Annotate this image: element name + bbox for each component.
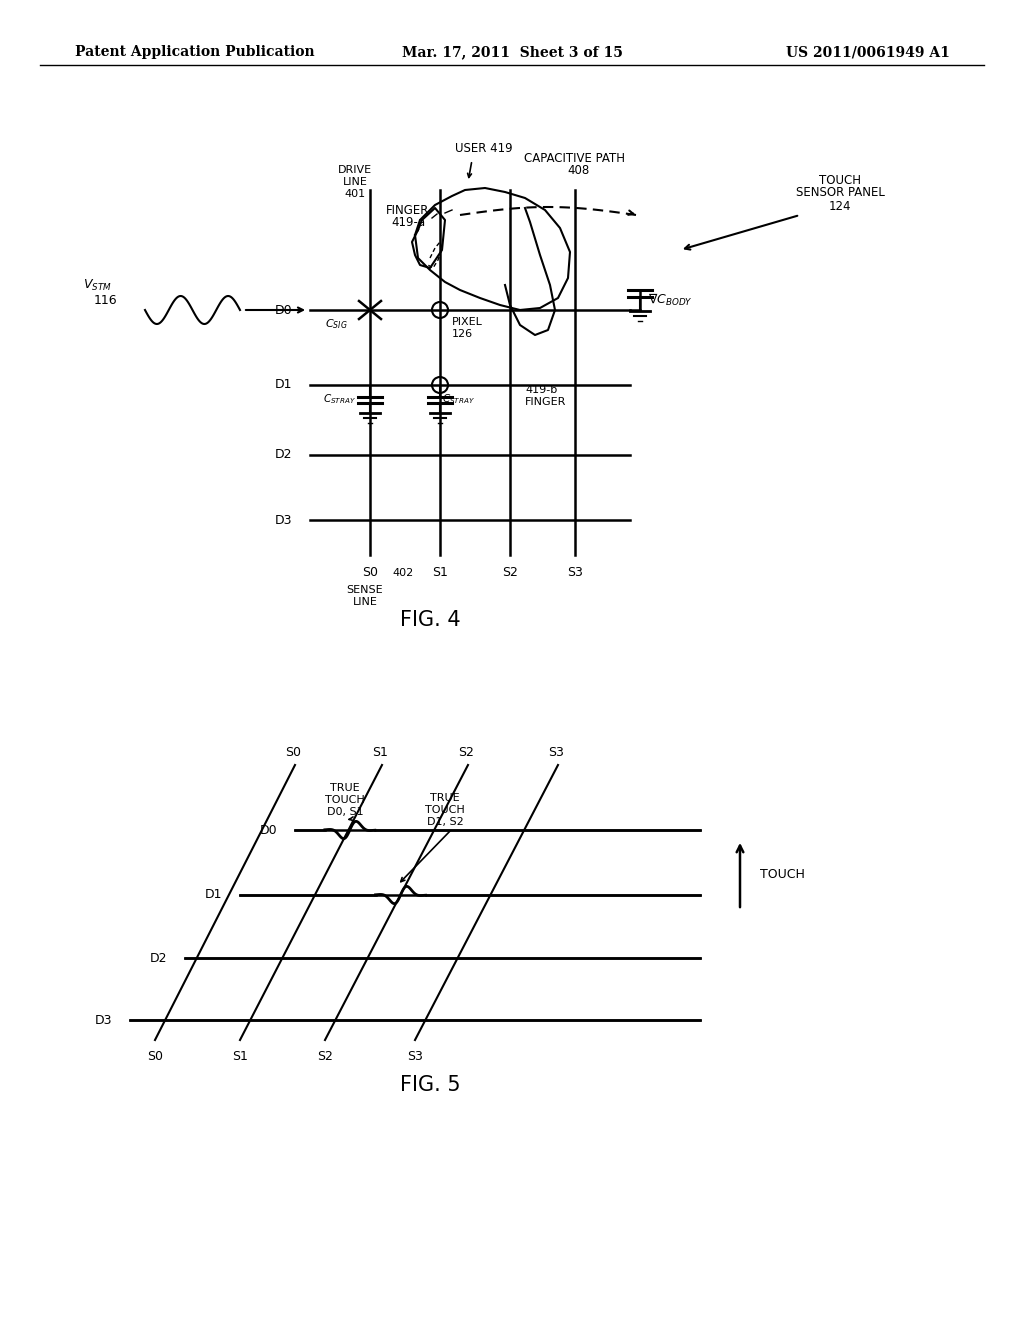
Text: Mar. 17, 2011  Sheet 3 of 15: Mar. 17, 2011 Sheet 3 of 15 (401, 45, 623, 59)
Text: $C_{SIG}$: $C_{SIG}$ (326, 317, 348, 331)
Text: S0: S0 (362, 566, 378, 579)
Text: S1: S1 (372, 746, 388, 759)
Text: TOUCH: TOUCH (760, 869, 805, 882)
Text: 419-b: 419-b (525, 385, 557, 395)
Text: D2: D2 (274, 449, 292, 462)
Text: DRIVE: DRIVE (338, 165, 372, 176)
Text: D1: D1 (274, 379, 292, 392)
Text: SENSE: SENSE (347, 585, 383, 595)
Text: $\nabla C_{BODY}$: $\nabla C_{BODY}$ (648, 292, 692, 308)
Text: TOUCH: TOUCH (326, 795, 365, 805)
Text: TRUE: TRUE (430, 793, 460, 803)
Text: S0: S0 (147, 1051, 163, 1064)
Text: D0: D0 (259, 824, 278, 837)
Text: 402: 402 (392, 568, 414, 578)
Text: D3: D3 (94, 1014, 112, 1027)
Text: CAPACITIVE PATH: CAPACITIVE PATH (524, 152, 626, 165)
Text: PIXEL: PIXEL (452, 317, 483, 327)
Text: D1: D1 (205, 888, 222, 902)
Text: S2: S2 (458, 746, 474, 759)
Text: D1, S2: D1, S2 (427, 817, 464, 828)
Text: S2: S2 (317, 1051, 333, 1064)
Text: $C_{STRAY}$: $C_{STRAY}$ (442, 392, 475, 407)
Text: LINE: LINE (343, 177, 368, 187)
Text: S0: S0 (285, 746, 301, 759)
Text: S3: S3 (408, 1051, 423, 1064)
Text: D0: D0 (274, 304, 292, 317)
Text: FINGER: FINGER (525, 397, 566, 407)
Text: FIG. 4: FIG. 4 (399, 610, 461, 630)
Text: TOUCH: TOUCH (425, 805, 465, 814)
Text: S1: S1 (432, 566, 447, 579)
Text: 116: 116 (93, 293, 117, 306)
Text: FINGER: FINGER (386, 203, 430, 216)
Text: $C_{STRAY}$: $C_{STRAY}$ (323, 392, 356, 407)
Text: $V_{STM}$: $V_{STM}$ (83, 277, 112, 293)
Text: TRUE: TRUE (330, 783, 359, 793)
Text: 419-a: 419-a (391, 215, 425, 228)
Text: D2: D2 (150, 952, 167, 965)
Text: USER 419: USER 419 (455, 141, 513, 154)
Text: SENSOR PANEL: SENSOR PANEL (796, 186, 885, 199)
Text: FIG. 5: FIG. 5 (399, 1074, 461, 1096)
Text: US 2011/0061949 A1: US 2011/0061949 A1 (786, 45, 950, 59)
Text: 401: 401 (344, 189, 366, 199)
Text: D0, S1: D0, S1 (327, 807, 364, 817)
Text: Patent Application Publication: Patent Application Publication (75, 45, 314, 59)
Text: D3: D3 (274, 513, 292, 527)
Text: S3: S3 (567, 566, 583, 579)
Text: 126: 126 (452, 329, 473, 339)
Text: S2: S2 (502, 566, 518, 579)
Text: S1: S1 (232, 1051, 248, 1064)
Text: 124: 124 (828, 199, 851, 213)
Text: 408: 408 (567, 164, 589, 177)
Text: TOUCH: TOUCH (819, 173, 861, 186)
Text: S3: S3 (548, 746, 564, 759)
Text: LINE: LINE (352, 597, 378, 607)
